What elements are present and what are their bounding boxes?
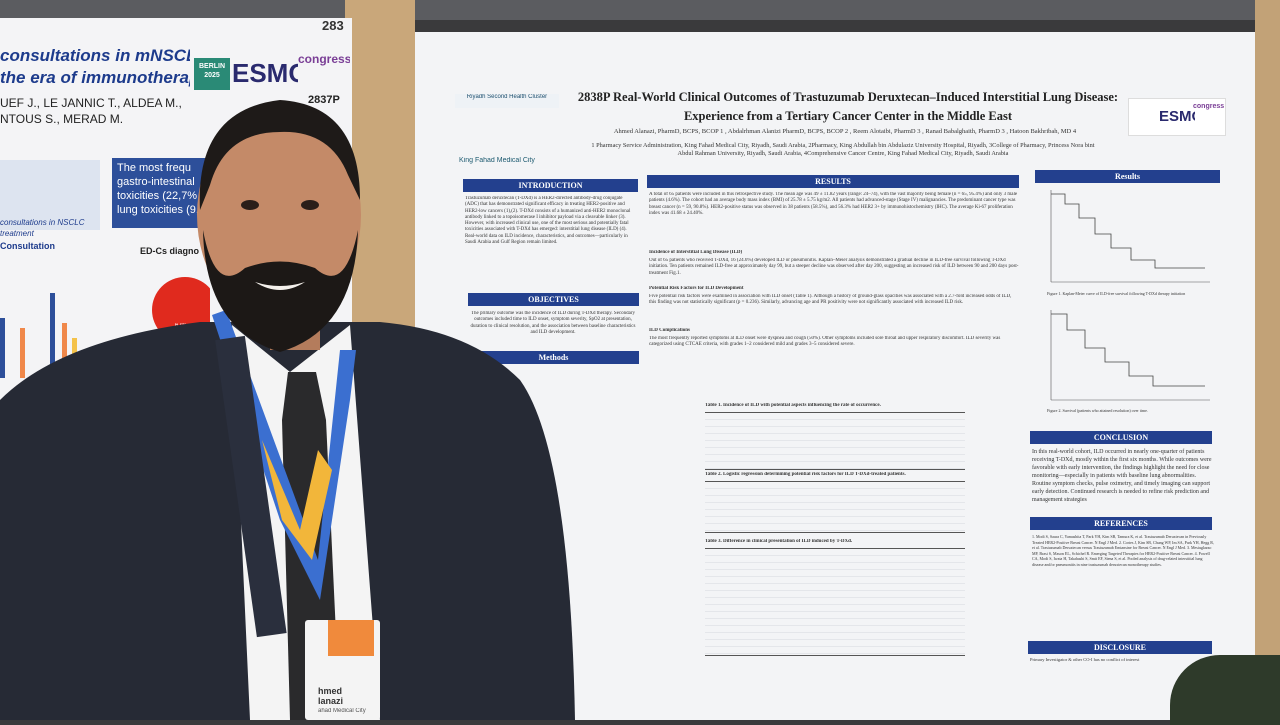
section-text: Trastuzumab deruxtecan (T-DXd) is a HER2… [465, 196, 631, 246]
poster-title: consultations in mNSCLC : [0, 46, 190, 65]
authors: Ahmed Alanazi, PharmD, BCPS, BCOP 1 , Ab… [613, 128, 1077, 135]
badge-graphic [328, 620, 374, 656]
figure-caption: Figure 2. Survival (patients who attaine… [1047, 408, 1148, 413]
section-heading: OBJECTIVES [468, 293, 639, 306]
authors: UEF J., LE JANNIC T., ALDEA M., [0, 96, 182, 110]
hair [199, 100, 360, 210]
section-heading: REFERENCES [1030, 517, 1212, 530]
authors: NTOUS S., MERAD M. [0, 112, 124, 126]
poster-title: 2838P Real-World Clinical Outcomes of Tr… [577, 90, 1119, 123]
bar-shape [0, 318, 5, 378]
lanyard-pattern [262, 440, 332, 560]
congress-year: 2025 [204, 72, 220, 79]
table-caption: Table 2. Logistic regression determining… [705, 472, 906, 477]
section-text: 1. Modi S, Saura C, Yamashita T, Park YH… [1032, 534, 1214, 567]
section-heading: CONCLUSION [1030, 431, 1212, 444]
curve [1051, 313, 1205, 387]
section-text: The most frequently reported symptoms at… [649, 336, 1001, 348]
table-shape [705, 548, 965, 656]
subheading: ILD Complications [649, 328, 690, 333]
section-heading: INTRODUCTION [463, 179, 638, 192]
small-table [0, 160, 100, 230]
table-caption: Table 3. Difference in clinical presenta… [705, 539, 853, 544]
board-number: 283 [322, 18, 344, 33]
badge-org: ahad Medical City [318, 708, 366, 714]
section-text: Five potential risk factors were examine… [649, 294, 1012, 306]
foreground-object [1170, 655, 1280, 725]
subheading: Potential Risk Factors for ILD Developme… [649, 286, 744, 291]
curve [1051, 193, 1205, 269]
table-caption: Table 1. Incidence of ILD with potential… [705, 403, 881, 408]
table-shape [705, 481, 965, 533]
face [197, 107, 361, 323]
table-shape [705, 412, 965, 470]
eye [241, 200, 259, 210]
congress-tag: congress [1193, 103, 1225, 110]
ceiling [0, 0, 1280, 20]
congress-name: ESMO [1159, 108, 1195, 125]
section-text: In this real-world cohort, ILD occurred … [1032, 449, 1212, 503]
poster-code: 2837P [308, 94, 340, 106]
subheading: Incidence of Interstitial Lung Disease (… [649, 250, 743, 255]
section-text: Primary Investigator & other CO-I has no… [1030, 657, 1140, 662]
subheading: Consultation [0, 241, 55, 251]
lapel [215, 335, 287, 638]
section-text: The primary outcome was the incidence of… [470, 311, 636, 335]
section-text: A total of 65 patients were included in … [649, 192, 1018, 216]
figure-caption: Figure 1. Kaplan-Meier curve of ILD-free… [1047, 291, 1186, 296]
beard [203, 230, 358, 352]
logo: King Fahad Medical City [459, 157, 535, 164]
eye [301, 200, 319, 210]
section-text: Out of 65 patients who received T-DXd, 1… [649, 258, 1019, 276]
affiliations: 1 Pharmacy Service Administration, King … [591, 142, 1095, 157]
subheading: treatment [0, 229, 34, 238]
section-heading: Methods [468, 351, 639, 364]
bar-shape [50, 293, 55, 378]
bar-shape [20, 328, 25, 378]
section-heading: RESULTS [647, 175, 1019, 188]
bar-shape [62, 323, 67, 378]
callout: The most frequ gastro-intestinal toxicit… [112, 158, 212, 228]
subheading: ED-Cs diagno [140, 246, 200, 256]
congress-city: BERLIN [198, 63, 226, 70]
logo: Riyadh Second Health Cluster [455, 94, 559, 108]
congress-name: ESMO [232, 58, 298, 88]
badge-name: lanazi [318, 696, 344, 706]
person [0, 100, 575, 720]
smile [255, 282, 305, 290]
congress-tag: congress [298, 52, 350, 66]
section-heading: Results [1035, 170, 1220, 183]
wooden-frame-right [1255, 0, 1280, 720]
section-heading: DISCLOSURE [1028, 641, 1212, 654]
km-curves [1050, 190, 1210, 401]
congress-city-box: BERLIN 2025 [194, 58, 230, 90]
congress-logo: ESMO congress [1128, 98, 1226, 136]
subheading: consultations in NSCLC [0, 218, 85, 227]
poster-title: the era of immunotherapy [0, 68, 190, 87]
badge-name: hmed [318, 686, 343, 696]
